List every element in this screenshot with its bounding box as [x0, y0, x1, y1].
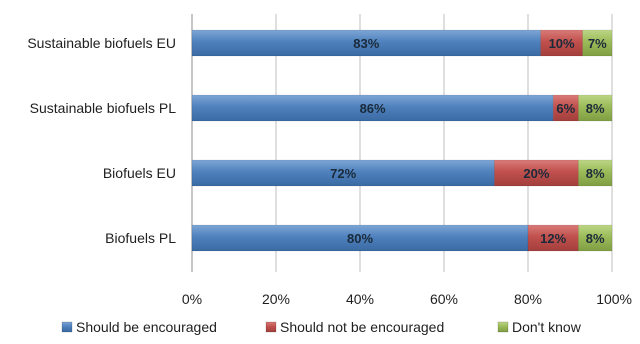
bar-segment [527, 224, 579, 252]
x-tick-label: 20% [262, 291, 290, 307]
category-label: Biofuels PL [105, 230, 176, 246]
category-label: Sustainable biofuels EU [27, 35, 176, 51]
data-label: 10% [549, 36, 575, 51]
legend-label: Don't know [512, 319, 582, 335]
bar-segment [582, 29, 613, 57]
data-label: 6% [556, 101, 575, 116]
bar-segment [552, 94, 579, 122]
data-label: 7% [588, 36, 607, 51]
x-tick-label: 80% [514, 291, 542, 307]
x-tick-label: 0% [182, 291, 202, 307]
bar-segment [578, 159, 613, 187]
data-label: 80% [347, 231, 373, 246]
bar-segment [578, 94, 613, 122]
category-labels: Sustainable biofuels EU Sustainable biofu… [27, 35, 176, 246]
data-label: 20% [523, 166, 549, 181]
legend-swatch [61, 321, 73, 333]
bar-segment [191, 29, 541, 57]
data-label: 8% [586, 231, 605, 246]
data-label: 8% [586, 166, 605, 181]
data-label: 8% [586, 101, 605, 116]
x-tick-label: 40% [346, 291, 374, 307]
legend: Should be encouraged Should not be encour… [61, 319, 582, 335]
x-axis-ticks: 0% 20% 40% 60% 80% 100% [182, 291, 632, 307]
data-label: 86% [360, 101, 386, 116]
data-label: 12% [540, 231, 566, 246]
bar-segment [578, 224, 613, 252]
legend-label: Should be encouraged [76, 319, 217, 335]
category-label: Biofuels EU [103, 165, 176, 181]
bar-segment [494, 159, 579, 187]
category-label: Sustainable biofuels PL [30, 100, 177, 116]
bar-segment [191, 224, 529, 252]
legend-swatch [265, 321, 277, 333]
bar-segment [191, 159, 495, 187]
bar-group: 83% 10% 7% 86% 6% 8% 72% 20% 8% 80% 12% 8% [191, 29, 613, 252]
x-tick-label: 100% [596, 291, 632, 307]
data-label: 72% [330, 166, 356, 181]
data-label: 83% [353, 36, 379, 51]
legend-label: Should not be encouraged [280, 319, 444, 335]
x-tick-label: 60% [430, 291, 458, 307]
bar-segment [191, 94, 554, 122]
legend-swatch [497, 321, 509, 333]
